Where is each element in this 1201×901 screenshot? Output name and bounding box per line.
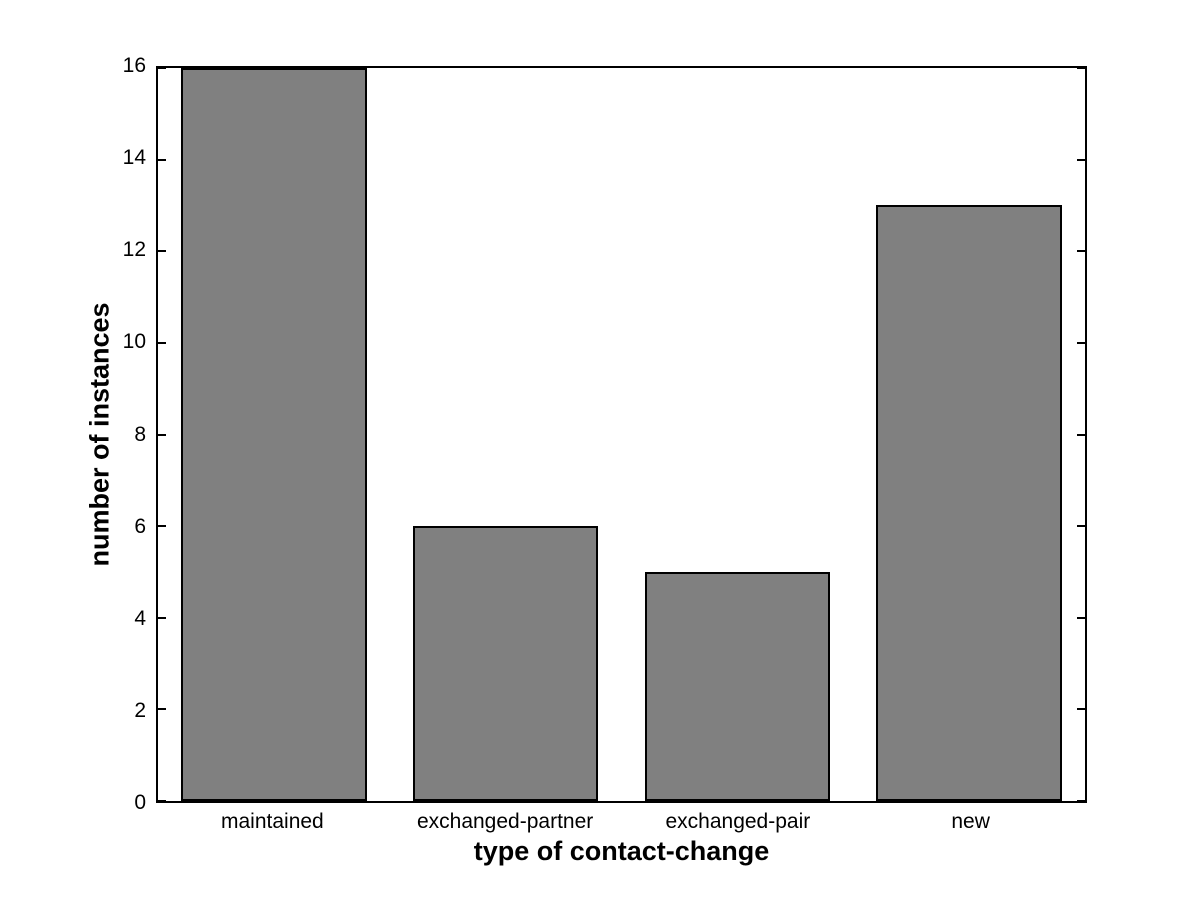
x-tick-label-exchanged-partner: exchanged-partner xyxy=(416,810,594,833)
y-tick-mark xyxy=(158,525,166,528)
y-tick-mark xyxy=(1077,616,1085,619)
bar-exchanged-pair xyxy=(644,571,831,801)
y-tick-mark xyxy=(1077,341,1085,344)
bar-new xyxy=(876,205,1062,801)
x-tick-label-exchanged-pair: exchanged-pair xyxy=(665,810,811,833)
y-tick-mark xyxy=(158,616,166,619)
y-tick-mark xyxy=(158,800,166,802)
y-tick-label: 8 xyxy=(134,422,146,446)
y-tick-mark xyxy=(1077,433,1085,436)
bar-exchanged-partner xyxy=(412,526,599,801)
y-tick-mark xyxy=(1077,67,1085,69)
y-tick-mark xyxy=(1077,708,1085,711)
x-tick-label-new: new xyxy=(951,810,990,833)
plot-area xyxy=(156,66,1087,803)
y-tick-mark xyxy=(1077,250,1085,253)
y-tick-label: 14 xyxy=(122,146,146,170)
y-tick-label: 0 xyxy=(134,791,146,814)
y-tick-label: 12 xyxy=(122,238,146,262)
y-tick-mark xyxy=(1077,525,1085,528)
y-tick-mark xyxy=(158,433,166,436)
y-tick-label: 2 xyxy=(134,698,146,722)
bar-maintained xyxy=(181,68,367,801)
y-tick-mark xyxy=(158,708,166,711)
y-tick-label: 4 xyxy=(134,606,146,630)
y-tick-label: 16 xyxy=(122,54,146,77)
y-tick-mark xyxy=(158,250,166,253)
y-tick-mark xyxy=(158,341,166,344)
y-tick-mark xyxy=(1077,158,1085,161)
y-tick-label: 10 xyxy=(122,330,146,354)
x-tick-label-maintained: maintained xyxy=(221,810,324,833)
x-axis-label: type of contact-change xyxy=(473,836,770,866)
y-tick-mark xyxy=(158,158,166,161)
y-tick-label: 6 xyxy=(134,514,146,538)
y-tick-mark xyxy=(1077,800,1085,802)
y-tick-mark xyxy=(158,67,166,69)
